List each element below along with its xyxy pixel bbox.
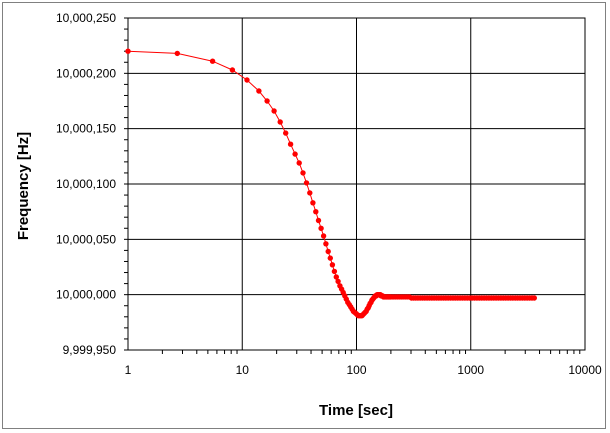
x-axis-title: Time [sec] [319,402,393,419]
data-point [531,295,537,301]
data-point [315,217,322,224]
data-point [307,190,313,196]
data-point [174,50,180,57]
data-point [256,88,262,94]
data-point [329,262,336,268]
y-tick-label: 9,999,950 [63,343,117,357]
data-point [209,58,216,64]
y-tick-label: 10,000,250 [56,11,116,25]
data-point [325,248,331,255]
data-point [283,130,289,136]
data-point [310,200,316,206]
data-point [271,108,277,114]
data-point [264,98,270,104]
data-point [318,225,324,231]
data-point [335,278,341,285]
y-tick-label: 10,000,050 [56,232,116,246]
x-tick-label: 10 [236,363,250,377]
data-point [323,241,329,247]
data-point [229,67,236,73]
y-tick-label: 10,000,200 [56,66,116,80]
y-tick-label: 10,000,150 [56,122,116,136]
minor-ticks [124,17,581,354]
data-point [287,141,294,147]
series-line [127,50,535,317]
series-markers [125,48,537,319]
x-tick-label: 10000 [568,363,602,377]
data-point [125,48,131,54]
data-point [244,77,250,83]
data-point [303,180,310,186]
x-tick-label: 1 [125,363,132,377]
y-tick-labels: 9,999,950 10,000,000 10,000,050 10,000,100 1… [56,11,116,357]
data-point [292,151,298,157]
data-point [331,268,338,275]
x-tick-labels: 1 10 100 1000 10000 [125,363,602,377]
x-tick-label: 100 [346,363,366,377]
y-axis-title: Frequency [Hz] [15,132,32,240]
data-point [327,255,333,261]
data-point [300,170,306,176]
data-point [320,233,327,239]
data-point [313,209,319,215]
y-tick-label: 10,000,000 [56,288,116,302]
data-point [277,119,283,125]
y-tick-label: 10,000,100 [56,177,116,191]
x-tick-label: 1000 [457,363,484,377]
data-point [333,274,339,280]
data-point [296,160,302,166]
